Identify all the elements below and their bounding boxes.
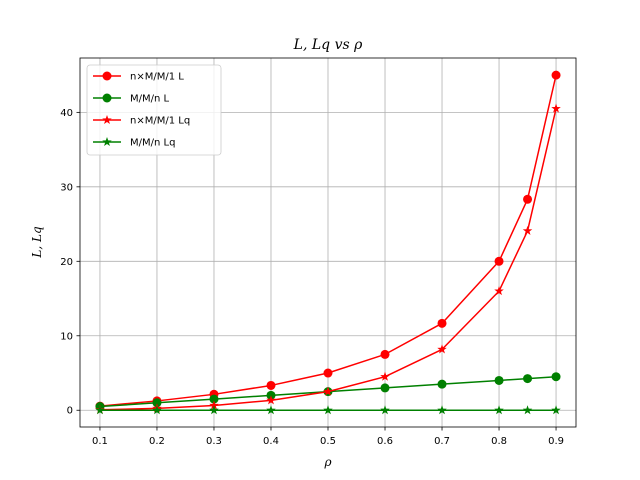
legend-marker	[102, 93, 112, 103]
data-point	[551, 372, 561, 382]
legend-label: n×M/M/1 L	[130, 72, 184, 83]
x-tick-label: 0.6	[377, 436, 393, 447]
data-point	[437, 379, 447, 389]
series-line	[99, 74, 557, 407]
data-point	[494, 286, 504, 296]
y-tick-label: 40	[60, 108, 73, 119]
legend-label: n×M/M/1 Lq	[130, 116, 190, 127]
data-point	[266, 380, 276, 390]
data-point	[551, 70, 561, 80]
legend-marker	[102, 115, 112, 125]
x-tick-label: 0.4	[263, 436, 279, 447]
y-tick-label: 20	[60, 257, 73, 268]
data-point	[437, 344, 447, 354]
legend-marker	[102, 137, 112, 147]
x-tick-label: 0.2	[149, 436, 165, 447]
data-point	[551, 405, 561, 415]
data-point	[209, 400, 219, 410]
data-point	[380, 383, 390, 393]
chart-title: L, Lq vs ρ	[293, 37, 363, 53]
series-4	[95, 405, 561, 415]
data-point	[523, 374, 533, 384]
y-axis-label: L, Lq	[30, 226, 44, 259]
data-point	[494, 405, 504, 415]
data-point	[522, 405, 533, 415]
data-point	[494, 256, 504, 266]
legend: n×M/M/1 L M/M/n L n×M/M/1 Lq M/M/n Lq	[86, 64, 222, 156]
data-point	[494, 375, 504, 385]
x-tick-label: 0.5	[320, 436, 336, 447]
data-point	[437, 318, 447, 328]
data-point	[152, 405, 162, 415]
legend-item: n×M/M/1 Lq	[93, 115, 190, 127]
series-line	[99, 375, 557, 408]
data-point	[380, 405, 390, 415]
data-point	[380, 371, 390, 381]
x-tick-label: 0.9	[548, 436, 564, 447]
data-point	[95, 405, 105, 415]
data-point	[437, 405, 447, 415]
data-point	[323, 405, 333, 415]
data-point	[266, 405, 276, 415]
series-line	[99, 108, 557, 411]
data-point	[380, 349, 390, 359]
x-tick-label: 0.7	[434, 436, 450, 447]
data-point	[209, 394, 219, 404]
x-tick-label: 0.1	[92, 436, 108, 447]
legend-item: M/M/n Lq	[93, 137, 175, 149]
y-axis: 0 10 20 30 40	[60, 108, 80, 417]
legend-marker	[102, 71, 112, 81]
x-axis: 0.1 0.2 0.3 0.4 0.5 0.6 0.7 0.8 0.9	[92, 427, 564, 447]
data-point	[551, 103, 561, 113]
legend-label: M/M/n L	[130, 94, 170, 105]
data-point	[152, 398, 162, 408]
legend-box	[86, 64, 222, 156]
data-point	[209, 405, 219, 415]
data-point	[323, 368, 333, 378]
data-point	[522, 225, 533, 235]
series-layer	[95, 70, 561, 415]
x-tick-label: 0.3	[206, 436, 222, 447]
y-tick-label: 10	[60, 331, 73, 342]
legend-label: M/M/n Lq	[130, 138, 175, 149]
y-tick-label: 30	[60, 182, 73, 193]
y-tick-label: 0	[67, 406, 73, 417]
x-axis-label: ρ	[323, 455, 331, 469]
data-point	[266, 395, 276, 405]
data-point	[323, 386, 333, 396]
legend-item: M/M/n L	[93, 93, 170, 105]
legend-item: n×M/M/1 L	[93, 71, 184, 83]
x-tick-label: 0.8	[491, 436, 507, 447]
data-point	[523, 194, 533, 204]
